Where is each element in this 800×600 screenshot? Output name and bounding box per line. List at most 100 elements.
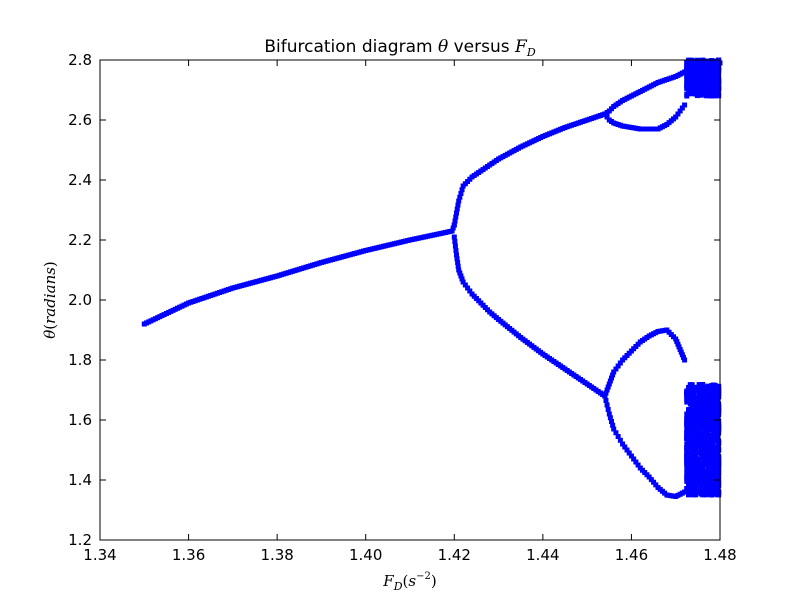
data-point bbox=[716, 447, 722, 453]
data-point bbox=[716, 404, 722, 410]
data-point bbox=[453, 248, 459, 253]
data-point bbox=[716, 418, 722, 424]
data-point bbox=[691, 391, 697, 397]
data-point bbox=[716, 401, 722, 407]
data-point bbox=[716, 490, 722, 496]
data-point bbox=[603, 390, 609, 396]
data-point bbox=[604, 387, 610, 393]
y-tick-label: 2.6 bbox=[68, 111, 92, 129]
data-point bbox=[693, 444, 699, 450]
x-tick-label: 1.36 bbox=[172, 546, 205, 564]
data-point bbox=[451, 222, 457, 228]
data-point bbox=[716, 461, 722, 467]
data-point bbox=[455, 260, 461, 265]
data-point bbox=[684, 399, 690, 405]
data-point bbox=[702, 394, 707, 400]
data-point bbox=[682, 357, 688, 363]
data-point bbox=[626, 450, 632, 456]
data-point bbox=[709, 422, 715, 428]
data-point bbox=[716, 64, 722, 70]
data-point bbox=[459, 187, 465, 193]
data-point bbox=[673, 114, 679, 120]
x-tick-label: 1.48 bbox=[703, 546, 736, 564]
data-point bbox=[716, 393, 722, 399]
data-point bbox=[712, 457, 718, 463]
y-tick-label: 2.4 bbox=[68, 171, 92, 189]
data-point bbox=[613, 430, 619, 436]
data-point bbox=[615, 434, 621, 439]
x-tick-label: 1.34 bbox=[83, 546, 116, 564]
data-point bbox=[689, 438, 695, 444]
data-point bbox=[698, 386, 704, 392]
data-point bbox=[682, 489, 688, 495]
data-point bbox=[604, 114, 610, 120]
data-point bbox=[707, 469, 713, 475]
data-point bbox=[605, 407, 611, 412]
data-point bbox=[716, 79, 722, 85]
data-point bbox=[677, 347, 683, 352]
data-point bbox=[622, 444, 628, 450]
x-tick-label: 1.38 bbox=[260, 546, 293, 564]
data-point bbox=[606, 411, 612, 417]
data-point bbox=[716, 480, 722, 485]
data-point bbox=[693, 478, 699, 484]
data-point bbox=[705, 460, 711, 466]
data-point bbox=[452, 243, 458, 249]
data-point bbox=[610, 422, 616, 428]
data-point bbox=[703, 407, 709, 413]
data-point bbox=[698, 404, 704, 410]
data-point bbox=[631, 456, 637, 462]
data-point bbox=[459, 276, 465, 282]
data-point bbox=[452, 218, 458, 224]
data-point bbox=[653, 482, 659, 488]
data-point bbox=[682, 102, 688, 108]
data-point bbox=[456, 198, 462, 204]
data-point bbox=[716, 430, 722, 436]
y-tick-label: 2.0 bbox=[68, 291, 92, 309]
data-point bbox=[716, 86, 722, 92]
data-point bbox=[709, 414, 715, 420]
data-point bbox=[716, 483, 722, 489]
data-point bbox=[628, 453, 634, 459]
y-axis-label: θ(radians) bbox=[41, 261, 59, 339]
data-point bbox=[453, 214, 459, 220]
x-tick-label: 1.46 bbox=[615, 546, 648, 564]
data-point bbox=[606, 381, 612, 387]
data-point bbox=[680, 354, 686, 360]
data-point bbox=[607, 378, 613, 384]
data-point bbox=[684, 455, 690, 461]
data-point bbox=[458, 191, 464, 196]
data-point bbox=[696, 429, 702, 435]
data-point bbox=[651, 479, 657, 485]
data-point bbox=[687, 477, 693, 483]
data-point bbox=[460, 279, 466, 285]
data-point bbox=[452, 239, 458, 244]
data-point bbox=[710, 441, 716, 447]
data-point bbox=[714, 397, 720, 402]
y-tick-label: 1.6 bbox=[68, 411, 92, 429]
y-tick-label: 1.2 bbox=[68, 531, 92, 549]
data-point bbox=[609, 419, 614, 424]
data-point bbox=[691, 72, 697, 78]
data-point bbox=[716, 72, 722, 78]
chart-title: Bifurcation diagram θ versus FD bbox=[264, 37, 535, 59]
data-point bbox=[714, 415, 720, 421]
data-point bbox=[716, 454, 722, 460]
data-point bbox=[716, 387, 722, 393]
data-point bbox=[700, 467, 706, 473]
data-point bbox=[712, 408, 718, 414]
data-point bbox=[689, 443, 695, 449]
y-tick-label: 2.2 bbox=[68, 231, 92, 249]
data-point bbox=[712, 382, 718, 388]
data-point bbox=[617, 437, 623, 443]
y-tick-label: 1.4 bbox=[68, 471, 92, 489]
data-point bbox=[609, 375, 614, 381]
data-point bbox=[454, 252, 459, 258]
data-point bbox=[467, 288, 473, 294]
data-point bbox=[673, 336, 679, 342]
data-point bbox=[457, 270, 463, 276]
data-point bbox=[686, 462, 692, 468]
y-tick-label: 1.8 bbox=[68, 351, 92, 369]
x-axis-label: FD(s−2) bbox=[382, 571, 436, 593]
